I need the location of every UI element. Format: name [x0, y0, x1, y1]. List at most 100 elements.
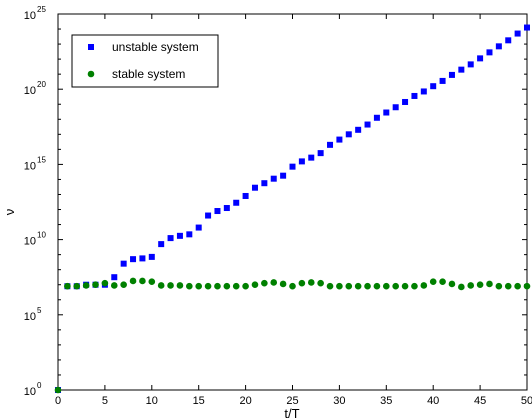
- data-point-stable: [92, 281, 99, 289]
- data-point-unstable: [402, 98, 409, 105]
- data-point-stable: [504, 282, 512, 290]
- data-point-stable: [298, 279, 306, 287]
- data-point-unstable: [233, 199, 240, 206]
- data-point-stable: [110, 282, 118, 289]
- data-point-unstable: [308, 154, 315, 161]
- x-axis-ticks: 0 5 10 15 20 25 30 35 40 45 50: [55, 14, 532, 407]
- y-tick-exponent: 10: [37, 231, 46, 240]
- data-point-stable: [176, 282, 184, 289]
- data-point-unstable: [411, 92, 418, 99]
- data-point-unstable: [373, 114, 380, 121]
- data-point-unstable: [270, 175, 277, 182]
- x-tick-label: 40: [427, 395, 439, 407]
- data-point-unstable: [327, 141, 334, 148]
- data-point-unstable: [317, 150, 324, 157]
- y-tick-label: 100: [24, 381, 42, 398]
- y-tick-exponent: 5: [37, 306, 42, 315]
- legend-marker-unstable: [88, 44, 94, 50]
- data-point-stable: [392, 282, 399, 290]
- data-point-unstable: [392, 104, 399, 111]
- data-point-stable: [401, 282, 409, 290]
- data-point-unstable: [364, 121, 371, 128]
- x-tick-label: 25: [286, 395, 298, 407]
- data-point-stable: [101, 279, 109, 287]
- data-point-stable: [167, 282, 174, 289]
- data-point-unstable: [524, 24, 530, 31]
- data-point-unstable: [139, 255, 146, 262]
- data-point-unstable: [223, 205, 230, 212]
- data-point-stable: [345, 282, 353, 290]
- data-point-unstable: [130, 256, 137, 263]
- data-point-unstable: [176, 232, 183, 239]
- data-point-unstable: [345, 131, 352, 138]
- data-point-stable: [242, 282, 249, 290]
- data-point-stable: [82, 282, 90, 289]
- x-axis-label: t/T: [284, 406, 299, 419]
- data-point-unstable: [439, 77, 446, 84]
- data-point-stable: [373, 282, 381, 290]
- data-point-stable: [364, 282, 371, 290]
- x-tick-label: 15: [193, 395, 205, 407]
- data-point-unstable: [420, 88, 427, 95]
- y-tick-base: 10: [24, 85, 36, 97]
- data-point-stable: [157, 282, 165, 289]
- data-point-stable: [270, 279, 278, 286]
- data-point-stable: [476, 281, 484, 289]
- legend-box: [71, 34, 219, 88]
- y-axis-label: ν: [2, 209, 17, 216]
- data-point-unstable: [111, 274, 118, 281]
- y-tick-base: 10: [24, 311, 36, 323]
- data-point-unstable: [158, 241, 165, 248]
- data-point-unstable: [205, 212, 212, 219]
- data-point-stable: [383, 282, 390, 290]
- data-point-stable: [54, 386, 62, 394]
- x-tick-label: 5: [102, 395, 108, 407]
- x-tick-label: 35: [380, 395, 392, 407]
- data-point-unstable: [167, 235, 174, 242]
- legend-label-unstable: unstable system: [112, 40, 199, 54]
- data-point-unstable: [336, 136, 343, 143]
- x-tick-label: 20: [239, 395, 251, 407]
- data-point-stable: [251, 281, 259, 289]
- data-point-stable: [204, 282, 212, 290]
- data-point-unstable: [148, 253, 155, 260]
- data-series: [54, 24, 531, 394]
- data-point-stable: [317, 279, 324, 287]
- data-point-stable: [73, 282, 81, 290]
- data-point-stable: [354, 282, 362, 290]
- data-point-stable: [289, 282, 296, 290]
- data-point-unstable: [467, 61, 474, 68]
- data-point-unstable: [477, 55, 484, 62]
- data-point-unstable: [495, 43, 502, 50]
- y-tick-base: 10: [24, 160, 36, 172]
- data-point-stable: [336, 282, 343, 290]
- legend-marker-stable: [87, 70, 95, 78]
- data-point-stable: [64, 282, 71, 290]
- data-point-stable: [523, 282, 531, 290]
- data-point-unstable: [298, 158, 305, 165]
- data-point-unstable: [458, 66, 465, 73]
- data-point-unstable: [448, 71, 455, 78]
- data-point-stable: [120, 281, 127, 289]
- data-point-stable: [467, 282, 475, 289]
- x-tick-label: 45: [474, 395, 486, 407]
- x-tick-label: 50: [521, 395, 532, 407]
- series-unstable: [55, 24, 530, 393]
- data-point-stable: [458, 283, 465, 291]
- data-point-unstable: [505, 37, 512, 44]
- data-point-unstable: [514, 30, 521, 37]
- series-stable: [54, 277, 531, 394]
- data-point-stable: [232, 282, 240, 290]
- data-point-stable: [326, 282, 334, 290]
- legend: unstable system stable system: [71, 34, 219, 88]
- data-point-unstable: [186, 231, 193, 238]
- data-point-unstable: [289, 163, 296, 170]
- x-tick-label: 30: [333, 395, 345, 407]
- data-point-unstable: [242, 192, 249, 199]
- data-point-unstable: [214, 208, 221, 215]
- y-tick-exponent: 15: [37, 155, 46, 164]
- data-point-unstable: [120, 260, 127, 267]
